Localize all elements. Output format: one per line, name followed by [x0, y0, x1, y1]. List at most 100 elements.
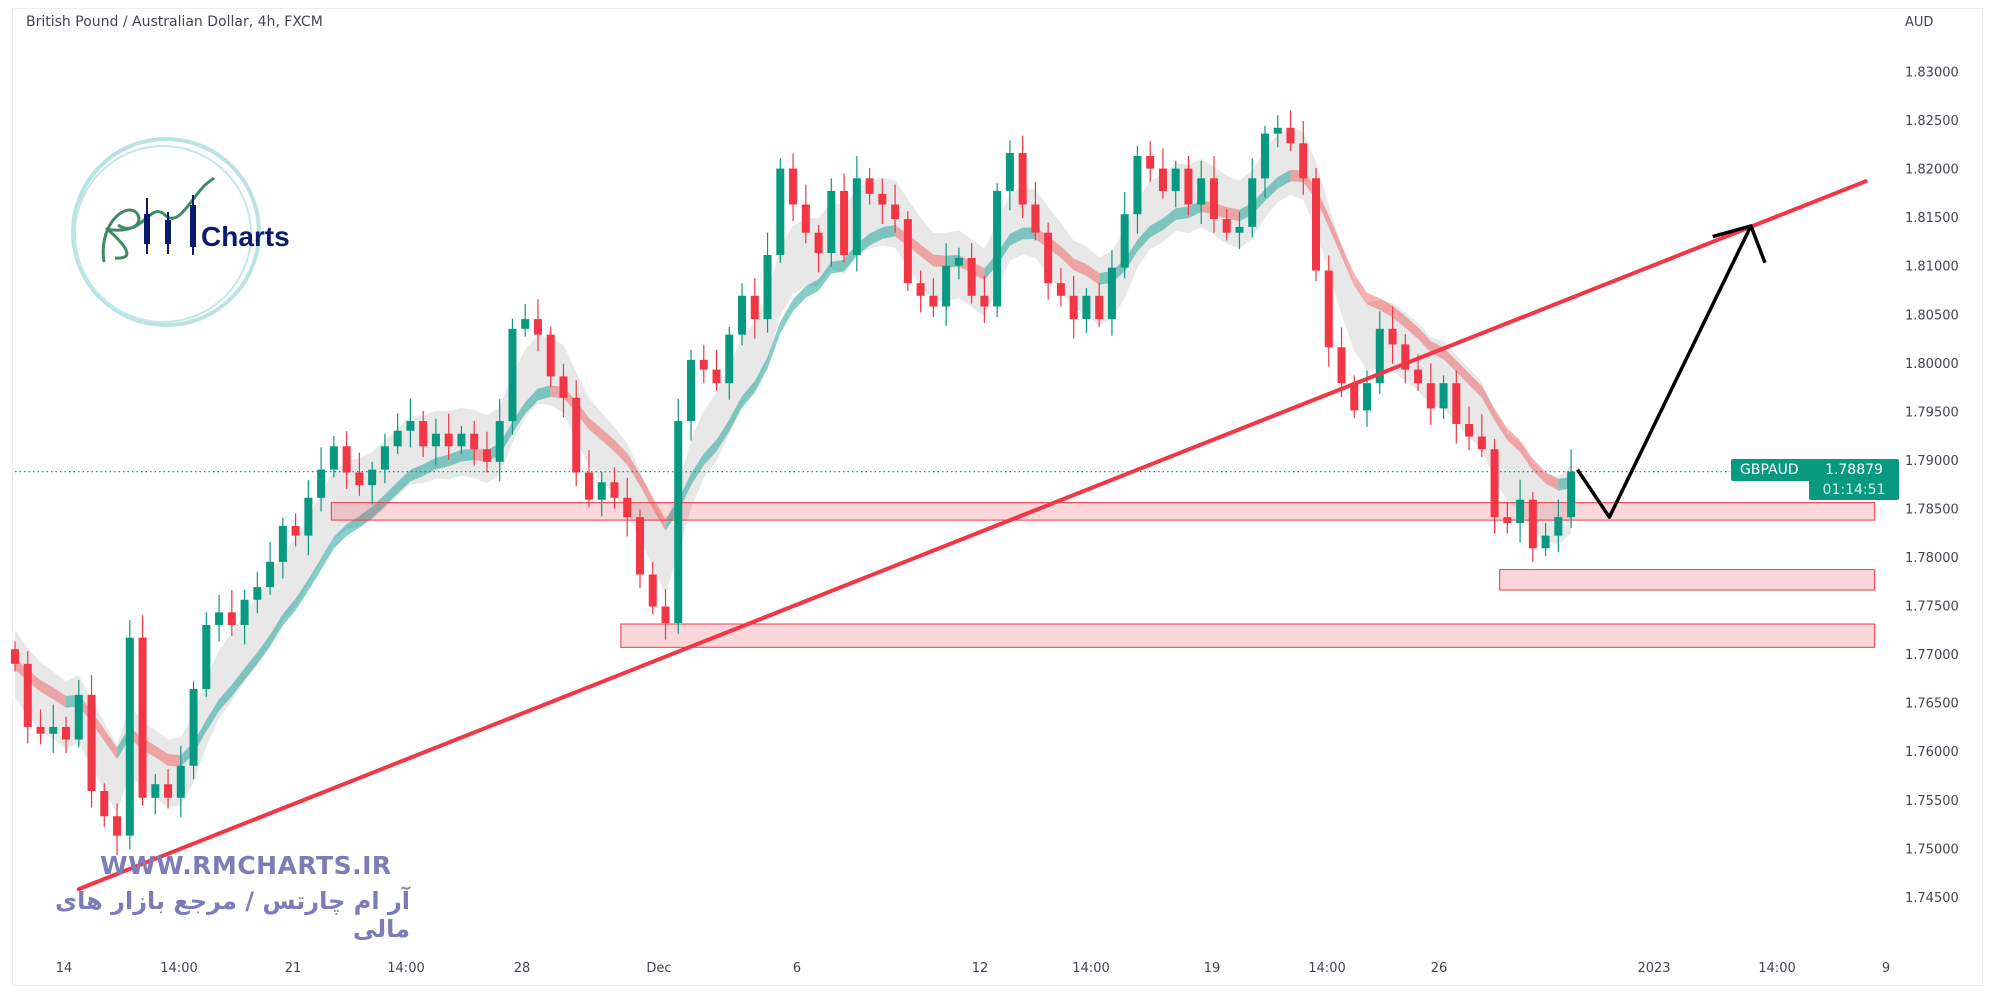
rm-charts-logo: Charts: [71, 137, 290, 327]
price-tick-label: 1.80500: [1905, 308, 1959, 323]
time-tick-label: 26: [1431, 961, 1448, 976]
ribbon-segment: [1162, 208, 1176, 231]
candle-body: [814, 232, 823, 254]
candle-body: [1554, 517, 1563, 536]
ribbon-segment: [206, 699, 220, 732]
candle-body: [202, 624, 211, 690]
candle: [380, 433, 389, 484]
ribbon-segment: [537, 385, 551, 401]
candle: [368, 461, 377, 505]
ribbon-segment: [639, 474, 653, 509]
candle: [11, 641, 19, 672]
price-axis: 1.83000 1.82500 1.82000 1.81500 1.81000 1.805…: [1905, 66, 1959, 906]
time-tick-label: 14:00: [1072, 961, 1109, 976]
ribbon-segment: [244, 652, 258, 680]
candle: [1477, 414, 1486, 457]
ribbon-segment: [321, 536, 334, 570]
candle-body: [125, 637, 134, 836]
candle-body: [355, 472, 364, 486]
ribbon-segment: [601, 428, 615, 452]
candle: [189, 681, 198, 780]
candle: [521, 304, 530, 337]
time-tick-label: 9: [1882, 961, 1890, 976]
ribbon-segment: [1264, 176, 1278, 201]
candle: [49, 704, 58, 754]
ribbon-segment: [410, 464, 424, 482]
candle-body: [215, 612, 224, 625]
candle-body: [329, 446, 338, 470]
trendline: [76, 179, 1868, 892]
candle-body: [368, 469, 377, 486]
ribbon-segment: [754, 357, 768, 393]
ribbon-segment: [1328, 215, 1342, 257]
candle-body: [993, 190, 1002, 307]
candle: [776, 158, 785, 263]
last-price-tag: GBPAUD 1.78879 01:14:51: [1731, 459, 1899, 500]
candle: [62, 716, 71, 754]
candle-body: [1197, 178, 1206, 205]
ribbon-segment: [512, 401, 526, 434]
ribbon-segment: [793, 286, 806, 311]
price-tick-label: 1.77500: [1905, 600, 1959, 615]
candle-body: [304, 497, 313, 536]
axis-unit-label: AUD: [1905, 15, 1933, 30]
candle-body: [1490, 449, 1499, 518]
ribbon-segment: [627, 453, 640, 486]
projection-arrow: [1576, 225, 1753, 519]
candle: [1107, 250, 1116, 336]
candle: [1082, 288, 1091, 333]
candle-body: [1005, 153, 1014, 191]
time-tick-label: 12: [972, 961, 989, 976]
price-tick-label: 1.75000: [1905, 842, 1959, 857]
price-tick-label: 1.78000: [1905, 551, 1959, 566]
ribbon-segment: [780, 299, 794, 334]
candle-body: [1273, 127, 1282, 134]
candle: [1005, 140, 1014, 211]
candle-body: [87, 694, 96, 792]
price-tick-label: 1.77000: [1905, 648, 1959, 663]
candle: [266, 541, 275, 595]
candle: [1439, 375, 1448, 420]
candle: [87, 674, 96, 808]
candle-body: [1018, 153, 1027, 205]
candle-body: [584, 472, 593, 500]
candle-body: [278, 525, 287, 562]
candle: [1503, 502, 1512, 534]
candle-body: [954, 257, 963, 266]
ribbon-segment: [1532, 458, 1546, 484]
candle-body: [419, 421, 428, 447]
ribbon-segment: [920, 244, 934, 267]
candle: [1516, 479, 1525, 543]
ribbon-segment: [1188, 200, 1202, 219]
candle-body: [1541, 535, 1550, 549]
ribbon-segment: [1341, 244, 1355, 286]
candle-body: [1528, 499, 1537, 549]
candle: [329, 436, 338, 478]
candle: [1095, 283, 1104, 327]
candle-body: [164, 784, 173, 798]
candle: [878, 178, 887, 224]
ribbon-segment: [461, 448, 475, 462]
price-tick-label: 1.74500: [1905, 891, 1959, 906]
support-zones: [15, 471, 1876, 648]
candle-body: [750, 295, 759, 320]
candle: [967, 242, 976, 304]
ribbon-segment: [448, 449, 462, 467]
candle: [661, 589, 670, 640]
candle: [1248, 158, 1257, 238]
ribbon-segment: [346, 515, 360, 536]
support-zone: [330, 502, 1876, 521]
candle-body: [1222, 219, 1231, 233]
candle: [916, 270, 925, 313]
candle-body: [1044, 232, 1053, 284]
ribbon-segment: [1060, 246, 1074, 271]
ribbon-segment: [168, 754, 181, 767]
candle-body: [1363, 383, 1372, 411]
candle: [1426, 363, 1435, 425]
candle-body: [903, 219, 912, 284]
candle: [23, 651, 32, 744]
candle-body: [521, 319, 530, 329]
candle-body: [406, 421, 415, 431]
candle-body: [865, 178, 874, 194]
